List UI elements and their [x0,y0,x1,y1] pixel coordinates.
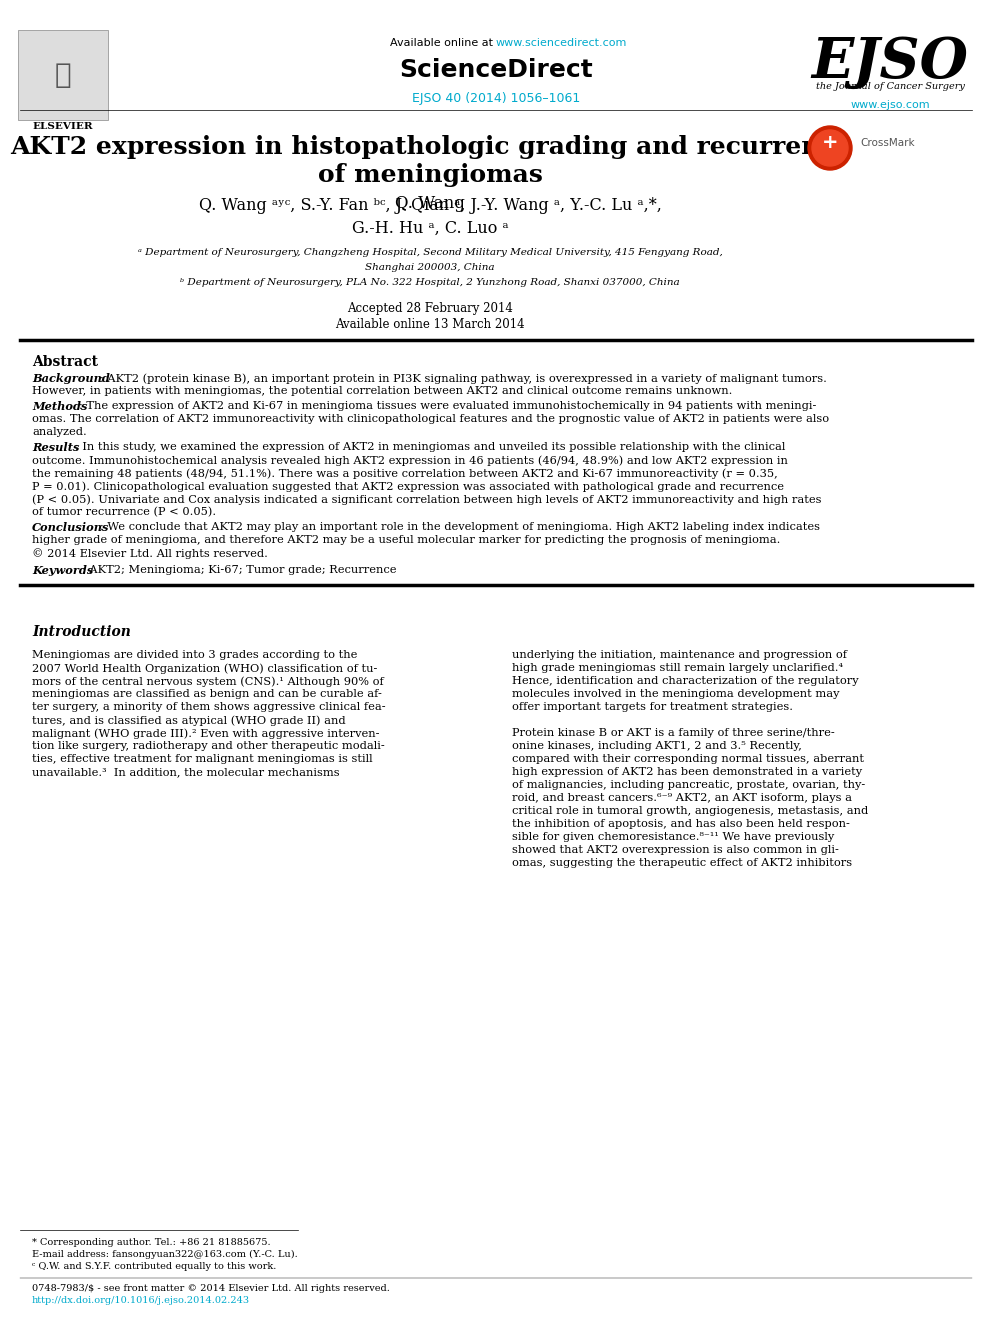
Circle shape [812,130,848,165]
Text: compared with their corresponding normal tissues, aberrant: compared with their corresponding normal… [512,754,864,763]
Text: Results: Results [32,442,79,452]
Text: © 2014 Elsevier Ltd. All rights reserved.: © 2014 Elsevier Ltd. All rights reserved… [32,548,268,558]
Text: analyzed.: analyzed. [32,427,86,437]
Text: Protein kinase B or AKT is a family of three serine/thre-: Protein kinase B or AKT is a family of t… [512,728,834,738]
Text: critical role in tumoral growth, angiogenesis, metastasis, and: critical role in tumoral growth, angioge… [512,806,868,816]
Text: meningiomas are classified as benign and can be curable af-: meningiomas are classified as benign and… [32,689,382,699]
Text: Available online at: Available online at [390,38,496,48]
Text: high grade meningiomas still remain largely unclarified.⁴: high grade meningiomas still remain larg… [512,663,843,673]
Text: 0748-7983/$ - see front matter © 2014 Elsevier Ltd. All rights reserved.: 0748-7983/$ - see front matter © 2014 El… [32,1285,390,1293]
Text: roid, and breast cancers.⁶⁻⁹ AKT2, an AKT isoform, plays a: roid, and breast cancers.⁶⁻⁹ AKT2, an AK… [512,792,852,803]
Text: higher grade of meningioma, and therefore AKT2 may be a useful molecular marker : higher grade of meningioma, and therefor… [32,534,781,545]
Text: omas, suggesting the therapeutic effect of AKT2 inhibitors: omas, suggesting the therapeutic effect … [512,859,852,868]
Text: the Journal of Cancer Surgery: the Journal of Cancer Surgery [815,82,964,91]
Text: unavailable.³  In addition, the molecular mechanisms: unavailable.³ In addition, the molecular… [32,767,339,777]
Text: onine kinases, including AKT1, 2 and 3.⁵ Recently,: onine kinases, including AKT1, 2 and 3.⁵… [512,741,802,751]
Text: of tumor recurrence (P < 0.05).: of tumor recurrence (P < 0.05). [32,507,216,517]
Text: Q. Wang ᵃʸᶜ, S.-Y. Fan ᵇᶜ, J. Qian ᵃ, J.-Y. Wang ᵃ, Y.-C. Lu ᵃ,*,: Q. Wang ᵃʸᶜ, S.-Y. Fan ᵇᶜ, J. Qian ᵃ, J.… [198,197,662,214]
Text: the remaining 48 patients (48/94, 51.1%). There was a positive correlation betwe: the remaining 48 patients (48/94, 51.1%)… [32,468,778,479]
Text: Introduction: Introduction [32,624,131,639]
Text: sible for given chemoresistance.⁸⁻¹¹ We have previously: sible for given chemoresistance.⁸⁻¹¹ We … [512,832,834,841]
Text: (P < 0.05). Univariate and Cox analysis indicated a significant correlation betw: (P < 0.05). Univariate and Cox analysis … [32,493,821,504]
Text: EJSO: EJSO [811,34,968,90]
Text: malignant (WHO grade III).² Even with aggressive interven-: malignant (WHO grade III).² Even with ag… [32,728,380,738]
Text: * Corresponding author. Tel.: +86 21 81885675.: * Corresponding author. Tel.: +86 21 818… [32,1238,271,1248]
Circle shape [808,126,852,169]
Text: Accepted 28 February 2014: Accepted 28 February 2014 [347,302,513,315]
Text: ᶜ Q.W. and S.Y.F. contributed equally to this work.: ᶜ Q.W. and S.Y.F. contributed equally to… [32,1262,277,1271]
Text: http://dx.doi.org/10.1016/j.ejso.2014.02.243: http://dx.doi.org/10.1016/j.ejso.2014.02… [32,1297,250,1304]
Text: Keywords: Keywords [32,565,93,576]
Text: : AKT2; Meningioma; Ki-67; Tumor grade; Recurrence: : AKT2; Meningioma; Ki-67; Tumor grade; … [82,565,397,576]
Text: Shanghai 200003, China: Shanghai 200003, China [365,263,495,273]
Text: showed that AKT2 overexpression is also common in gli-: showed that AKT2 overexpression is also … [512,845,839,855]
Text: of meningiomas: of meningiomas [317,163,543,187]
Text: ᵃ Department of Neurosurgery, Changzheng Hospital, Second Military Medical Unive: ᵃ Department of Neurosurgery, Changzheng… [138,247,722,257]
Text: outcome. Immunohistochemical analysis revealed high AKT2 expression in 46 patien: outcome. Immunohistochemical analysis re… [32,455,788,466]
Text: 🌳: 🌳 [55,61,71,89]
Text: G.-H. Hu ᵃ, C. Luo ᵃ: G.-H. Hu ᵃ, C. Luo ᵃ [352,220,508,237]
Text: AKT2 expression in histopathologic grading and recurrence: AKT2 expression in histopathologic gradi… [10,135,850,159]
Text: the inhibition of apoptosis, and has also been held respon-: the inhibition of apoptosis, and has als… [512,819,850,830]
Text: high expression of AKT2 has been demonstrated in a variety: high expression of AKT2 has been demonst… [512,767,862,777]
Text: Abstract: Abstract [32,355,98,369]
Text: P = 0.01). Clinicopathological evaluation suggested that AKT2 expression was ass: P = 0.01). Clinicopathological evaluatio… [32,482,784,492]
Text: Conclusions: Conclusions [32,523,109,533]
Text: Hence, identification and characterization of the regulatory: Hence, identification and characterizati… [512,676,859,687]
Text: of malignancies, including pancreatic, prostate, ovarian, thy-: of malignancies, including pancreatic, p… [512,781,865,790]
Text: Q. Wang: Q. Wang [395,194,465,212]
Text: www.sciencedirect.com: www.sciencedirect.com [496,38,627,48]
Text: ELSEVIER: ELSEVIER [33,122,93,131]
Text: 2007 World Health Organization (WHO) classification of tu-: 2007 World Health Organization (WHO) cla… [32,663,377,673]
Text: CrossMark: CrossMark [860,138,915,148]
Text: E-mail address: fansongyuan322@163.com (Y.-C. Lu).: E-mail address: fansongyuan322@163.com (… [32,1250,298,1259]
Text: : We conclude that AKT2 may play an important role in the development of meningi: : We conclude that AKT2 may play an impo… [100,523,820,532]
FancyBboxPatch shape [18,30,108,120]
Text: : The expression of AKT2 and Ki-67 in meningioma tissues were evaluated immunohi: : The expression of AKT2 and Ki-67 in me… [79,401,816,411]
Text: offer important targets for treatment strategies.: offer important targets for treatment st… [512,703,793,712]
Text: www.ejso.com: www.ejso.com [850,101,930,110]
Text: tures, and is classified as atypical (WHO grade II) and: tures, and is classified as atypical (WH… [32,714,345,725]
Text: EJSO 40 (2014) 1056–1061: EJSO 40 (2014) 1056–1061 [412,93,580,105]
Text: underlying the initiation, maintenance and progression of: underlying the initiation, maintenance a… [512,650,847,660]
Text: ScienceDirect: ScienceDirect [399,58,593,82]
Text: : AKT2 (protein kinase B), an important protein in PI3K signaling pathway, is ov: : AKT2 (protein kinase B), an important … [100,373,827,384]
Text: mors of the central nervous system (CNS).¹ Although 90% of: mors of the central nervous system (CNS)… [32,676,384,687]
Text: ter surgery, a minority of them shows aggressive clinical fea-: ter surgery, a minority of them shows ag… [32,703,386,712]
Text: ᵇ Department of Neurosurgery, PLA No. 322 Hospital, 2 Yunzhong Road, Shanxi 0370: ᵇ Department of Neurosurgery, PLA No. 32… [181,278,680,287]
Text: Available online 13 March 2014: Available online 13 March 2014 [335,318,525,331]
Text: However, in patients with meningiomas, the potential correlation between AKT2 an: However, in patients with meningiomas, t… [32,386,732,396]
Text: Methods: Methods [32,401,87,411]
Text: Background: Background [32,373,110,384]
Text: ties, effective treatment for malignant meningiomas is still: ties, effective treatment for malignant … [32,754,373,763]
Text: molecules involved in the meningioma development may: molecules involved in the meningioma dev… [512,689,839,699]
Text: +: + [821,134,838,152]
Text: tion like surgery, radiotherapy and other therapeutic modali-: tion like surgery, radiotherapy and othe… [32,741,385,751]
Text: : In this study, we examined the expression of AKT2 in meningiomas and unveiled : : In this study, we examined the express… [75,442,786,452]
Text: omas. The correlation of AKT2 immunoreactivity with clinicopathological features: omas. The correlation of AKT2 immunoreac… [32,414,829,423]
Text: Meningiomas are divided into 3 grades according to the: Meningiomas are divided into 3 grades ac… [32,650,357,660]
